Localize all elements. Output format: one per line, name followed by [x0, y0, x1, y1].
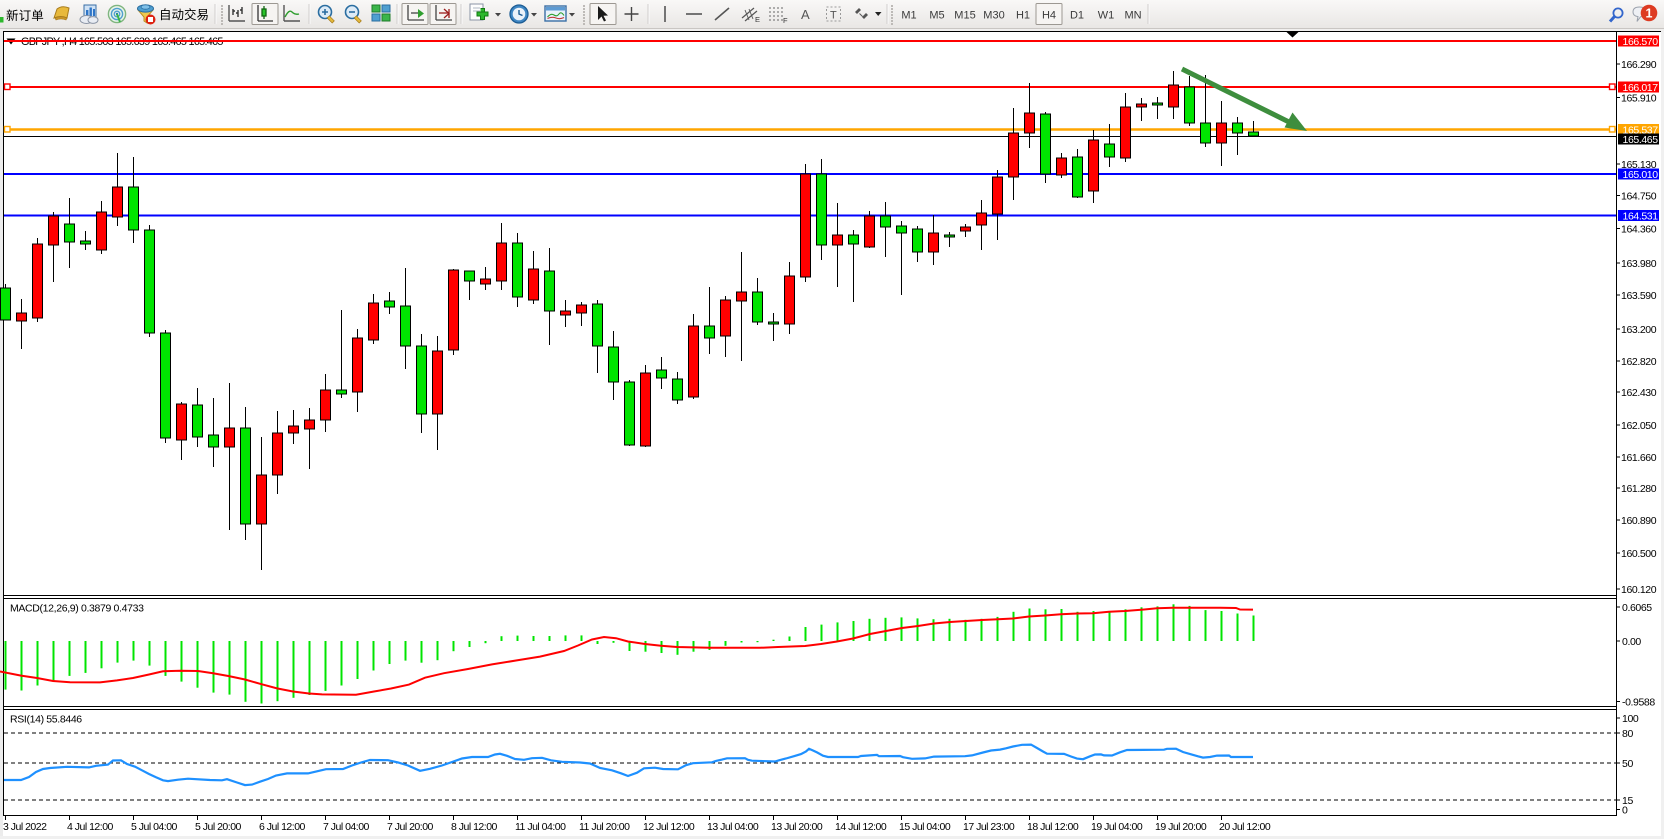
svg-text:5 Jul 04:00: 5 Jul 04:00: [131, 821, 178, 833]
svg-text:14 Jul 12:00: 14 Jul 12:00: [835, 821, 887, 833]
svg-text:166.570: 166.570: [1623, 36, 1659, 48]
svg-text:15 Jul 04:00: 15 Jul 04:00: [899, 821, 951, 833]
svg-text:165.130: 165.130: [1621, 159, 1657, 171]
svg-text:161.660: 161.660: [1621, 452, 1657, 464]
svg-text:17 Jul 23:00: 17 Jul 23:00: [963, 821, 1015, 833]
svg-text:8 Jul 12:00: 8 Jul 12:00: [451, 821, 498, 833]
svg-text:-0.9588: -0.9588: [1622, 696, 1655, 708]
svg-text:100: 100: [1622, 713, 1639, 725]
svg-text:162.050: 162.050: [1621, 420, 1657, 432]
svg-text:4 Jul 12:00: 4 Jul 12:00: [67, 821, 114, 833]
svg-text:19 Jul 04:00: 19 Jul 04:00: [1091, 821, 1143, 833]
svg-text:0.00: 0.00: [1622, 636, 1641, 648]
svg-text:H4: H4: [1042, 10, 1056, 22]
svg-text:164.750: 164.750: [1621, 190, 1657, 202]
svg-text:F: F: [783, 16, 788, 25]
svg-text:H1: H1: [1016, 10, 1030, 22]
svg-text:11 Jul 04:00: 11 Jul 04:00: [515, 821, 566, 833]
svg-text:165.465: 165.465: [1623, 134, 1659, 146]
svg-text:RSI(14) 55.8446: RSI(14) 55.8446: [10, 714, 82, 726]
svg-text:13 Jul 20:00: 13 Jul 20:00: [771, 821, 823, 833]
svg-text:13 Jul 04:00: 13 Jul 04:00: [707, 821, 759, 833]
svg-text:19 Jul 20:00: 19 Jul 20:00: [1155, 821, 1207, 833]
svg-text:160.500: 160.500: [1621, 548, 1657, 560]
svg-text:W1: W1: [1098, 10, 1115, 22]
svg-text:E: E: [755, 15, 760, 24]
svg-text:164.531: 164.531: [1623, 210, 1659, 222]
svg-text:7 Jul 20:00: 7 Jul 20:00: [387, 821, 434, 833]
svg-text:D1: D1: [1070, 10, 1084, 22]
svg-text:160.120: 160.120: [1621, 584, 1657, 596]
svg-text:M15: M15: [954, 10, 975, 22]
svg-text:M5: M5: [929, 10, 944, 22]
svg-text:自动交易: 自动交易: [159, 7, 209, 22]
svg-text:165.910: 165.910: [1621, 92, 1657, 104]
svg-text:12 Jul 12:00: 12 Jul 12:00: [643, 821, 695, 833]
svg-text:166.017: 166.017: [1623, 82, 1659, 94]
svg-text:5 Jul 20:00: 5 Jul 20:00: [195, 821, 242, 833]
svg-text:6 Jul 12:00: 6 Jul 12:00: [259, 821, 306, 833]
svg-text:161.280: 161.280: [1621, 483, 1657, 495]
svg-text:A: A: [801, 7, 810, 22]
svg-text:0.6065: 0.6065: [1622, 602, 1652, 614]
svg-text:160.890: 160.890: [1621, 515, 1657, 527]
svg-text:11 Jul 20:00: 11 Jul 20:00: [579, 821, 630, 833]
svg-text:80: 80: [1622, 728, 1633, 740]
svg-text:163.200: 163.200: [1621, 324, 1657, 336]
svg-text:1: 1: [1646, 6, 1653, 20]
svg-text:7 Jul 04:00: 7 Jul 04:00: [323, 821, 370, 833]
svg-text:3 Jul 2022: 3 Jul 2022: [3, 821, 47, 833]
svg-text:18 Jul 12:00: 18 Jul 12:00: [1027, 821, 1079, 833]
svg-text:0: 0: [1622, 804, 1628, 816]
svg-text:166.290: 166.290: [1621, 59, 1657, 71]
svg-text:20 Jul 12:00: 20 Jul 12:00: [1219, 821, 1271, 833]
svg-text:M1: M1: [901, 10, 916, 22]
svg-text:164.360: 164.360: [1621, 223, 1657, 235]
svg-text:162.430: 162.430: [1621, 387, 1657, 399]
svg-text:MACD(12,26,9) 0.3879 0.4733: MACD(12,26,9) 0.3879 0.4733: [10, 603, 144, 615]
svg-text:165.537: 165.537: [1623, 124, 1659, 136]
svg-text:163.980: 163.980: [1621, 258, 1657, 270]
svg-text:M30: M30: [983, 10, 1004, 22]
svg-text:MN: MN: [1124, 10, 1141, 22]
svg-text:162.820: 162.820: [1621, 356, 1657, 368]
svg-text:T: T: [830, 10, 837, 22]
svg-text:50: 50: [1622, 758, 1633, 770]
svg-text:163.590: 163.590: [1621, 290, 1657, 302]
svg-text:15: 15: [1622, 795, 1633, 807]
svg-text:165.010: 165.010: [1623, 169, 1659, 181]
